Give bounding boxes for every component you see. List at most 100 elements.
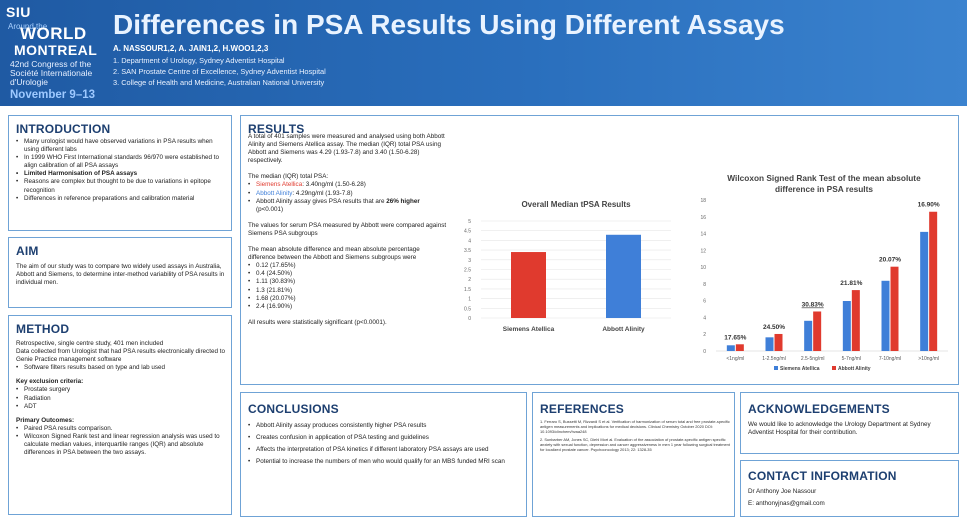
- references-heading: REFERENCES: [540, 402, 625, 416]
- bar: [929, 211, 938, 351]
- y-tick-label: 10: [700, 265, 706, 271]
- introduction-list: Many urologist would have observed varia…: [16, 138, 226, 203]
- bar: [890, 266, 899, 351]
- legend-label: Abbott Alinity: [838, 366, 871, 372]
- data-label: 21.81%: [840, 280, 862, 287]
- higher-bold: 26% higher: [386, 197, 420, 205]
- bar: [851, 290, 860, 351]
- bar: [774, 333, 783, 351]
- y-tick-label: 2: [703, 332, 706, 338]
- list-item: Software filters results based on type a…: [16, 364, 228, 372]
- bar: [842, 301, 851, 351]
- bar: [511, 252, 546, 318]
- affiliation-1: 1. Department of Urology, Sydney Adventi…: [113, 56, 285, 65]
- y-tick-label: 6: [703, 299, 706, 305]
- conclusions-heading: CONCLUSIONS: [248, 402, 339, 416]
- siemens-value: : 3.40ng/ml (1.50-6.28): [302, 181, 366, 189]
- method-body: Retrospective, single centre study, 401 …: [16, 340, 228, 457]
- results-paragraph: The median (IQR) total PSA:: [248, 173, 329, 181]
- logo-montreal: MONTREAL: [14, 42, 98, 58]
- data-label: 16.90%: [918, 202, 940, 209]
- y-tick-label: 14: [700, 232, 706, 238]
- data-label: 24.50%: [763, 324, 785, 331]
- list-item: Affects the interpretation of PSA kineti…: [248, 446, 518, 454]
- results-heading: RESULTS: [248, 122, 305, 136]
- contact-name: Dr Anthony Joe Nassour: [748, 488, 817, 495]
- contact-heading: CONTACT INFORMATION: [748, 469, 897, 483]
- x-tick-label: >10ng/ml: [918, 356, 939, 362]
- list-item: Siemens Atellica: 3.40ng/ml (1.50-6.28): [248, 181, 448, 189]
- results-paragraph: All results were statistically significa…: [248, 318, 387, 326]
- references-list: 1. Ferraro S, Bussetti M, Rizzardi S et …: [540, 419, 730, 452]
- list-item: Differences in reference preparations an…: [16, 195, 226, 203]
- list-item: 1.3 (21.81%): [248, 287, 448, 295]
- x-tick-label: 5-7ng/ml: [842, 356, 861, 362]
- congress-logo: SIU Around the WORLD MONTREAL 42nd Congr…: [6, 4, 102, 102]
- chart-title: Overall Median tPSA Results: [521, 200, 631, 209]
- bar: [606, 234, 641, 318]
- method-line: Data collected from Urologist that had P…: [16, 348, 225, 364]
- list-item: Paired PSA results comparison.: [16, 425, 228, 433]
- poster-authors: A. NASSOUR1,2, A. JAIN1,2, H.WOO1,2,3: [113, 44, 269, 53]
- x-tick-label: 1-2.5ng/ml: [762, 356, 786, 362]
- bar: [726, 345, 735, 351]
- bar: [920, 231, 929, 351]
- x-tick-label: 7-10ng/ml: [879, 356, 901, 362]
- list-item: Limited Harmonisation of PSA assays: [16, 170, 226, 178]
- abbott-label: Abbott Alinity: [256, 189, 293, 197]
- diff-list: 0.12 (17.65%) 0.4 (24.50%) 1.11 (30.83%)…: [248, 262, 448, 311]
- bar: [735, 344, 744, 351]
- acknowledgements-heading: ACKNOWLEDGEMENTS: [748, 402, 890, 416]
- higher-text: Abbott Alinity assay gives PSA results t…: [256, 197, 387, 205]
- list-item: Potential to increase the numbers of men…: [248, 458, 518, 466]
- y-tick-label: 1.5: [464, 287, 471, 293]
- list-item: Abbott Alinity: 4.29ng/ml (1.93-7.8): [248, 190, 448, 198]
- x-tick-label: Siemens Atellica: [503, 326, 555, 333]
- logo-around: Around the: [8, 22, 48, 31]
- bar: [765, 337, 774, 351]
- x-tick-label: Abbott Alinity: [602, 326, 645, 333]
- method-section: METHOD Retrospective, single centre stud…: [8, 315, 232, 515]
- y-tick-label: 4: [703, 315, 706, 321]
- list-item: Many urologist would have observed varia…: [16, 138, 226, 154]
- aim-section: AIM The aim of our study was to compare …: [8, 237, 232, 308]
- list-item: Radiation: [16, 395, 228, 403]
- list-item: 0.12 (17.65%): [248, 262, 448, 270]
- chart-title-line-1: Wilcoxon Signed Rank Test of the mean ab…: [727, 173, 921, 183]
- data-label: 17.65%: [724, 334, 746, 341]
- logo-congress: 42nd Congress of the Société Internation…: [10, 59, 93, 87]
- outcomes-list: Paired PSA results comparison. Wilcoxon …: [16, 425, 228, 457]
- aim-heading: AIM: [16, 244, 39, 258]
- y-tick-label: 5: [468, 219, 471, 225]
- method-line: Retrospective, single centre study, 401 …: [16, 340, 164, 347]
- list-item: Prostate surgery: [16, 386, 228, 394]
- affiliation-2: 2. SAN Prostate Centre of Excellence, Sy…: [113, 67, 326, 76]
- y-tick-label: 18: [700, 198, 706, 204]
- results-paragraph: A total of 401 samples were measured and…: [248, 133, 445, 165]
- reference-item: 2. Sunbarber AM, Jones SC, Diehl Mort al…: [540, 437, 730, 452]
- conclusions-section: CONCLUSIONS Abbott Alinity assay produce…: [240, 392, 527, 517]
- logo-siu: SIU: [6, 4, 31, 20]
- introduction-section: INTRODUCTION Many urologist would have o…: [8, 115, 232, 231]
- list-item: Wilcoxon Signed Rank test and linear reg…: [16, 433, 228, 457]
- legend-label: Siemens Atellica: [780, 366, 820, 372]
- overall-median-chart: Overall Median tPSA Results 0 0.5 1 1.5 2 2.5…: [464, 200, 671, 333]
- y-tick-label: 0: [468, 316, 471, 322]
- results-text: A total of 401 samples were measured and…: [248, 133, 448, 327]
- y-tick-label: 3.5: [464, 248, 471, 254]
- legend-swatch: [774, 366, 778, 370]
- introduction-heading: INTRODUCTION: [16, 122, 111, 136]
- y-tick-label: 12: [700, 248, 706, 254]
- x-tick-label: 2.5-5ng/ml: [801, 356, 825, 362]
- results-paragraph: The mean absolute difference and mean ab…: [248, 246, 420, 262]
- list-item: 0.4 (24.50%): [248, 270, 448, 278]
- wilcoxon-chart: Wilcoxon Signed Rank Test of the mean ab…: [700, 173, 948, 372]
- list-item: Abbott Alinity assay gives PSA results t…: [248, 198, 448, 214]
- y-tick-label: 4.5: [464, 229, 471, 235]
- y-tick-label: 1: [468, 297, 471, 303]
- data-label: 20.07%: [879, 257, 901, 264]
- contact-email: E: anthonyjnas@gmail.com: [748, 500, 825, 507]
- data-label: 30.83%: [802, 301, 824, 308]
- chart-title-line-2: difference in PSA results: [775, 184, 873, 194]
- y-tick-label: 3: [468, 258, 471, 264]
